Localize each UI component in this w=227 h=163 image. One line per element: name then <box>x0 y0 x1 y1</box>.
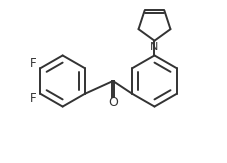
Text: F: F <box>29 92 36 105</box>
Text: N: N <box>150 42 159 52</box>
Text: O: O <box>108 96 118 109</box>
Text: F: F <box>29 57 36 70</box>
